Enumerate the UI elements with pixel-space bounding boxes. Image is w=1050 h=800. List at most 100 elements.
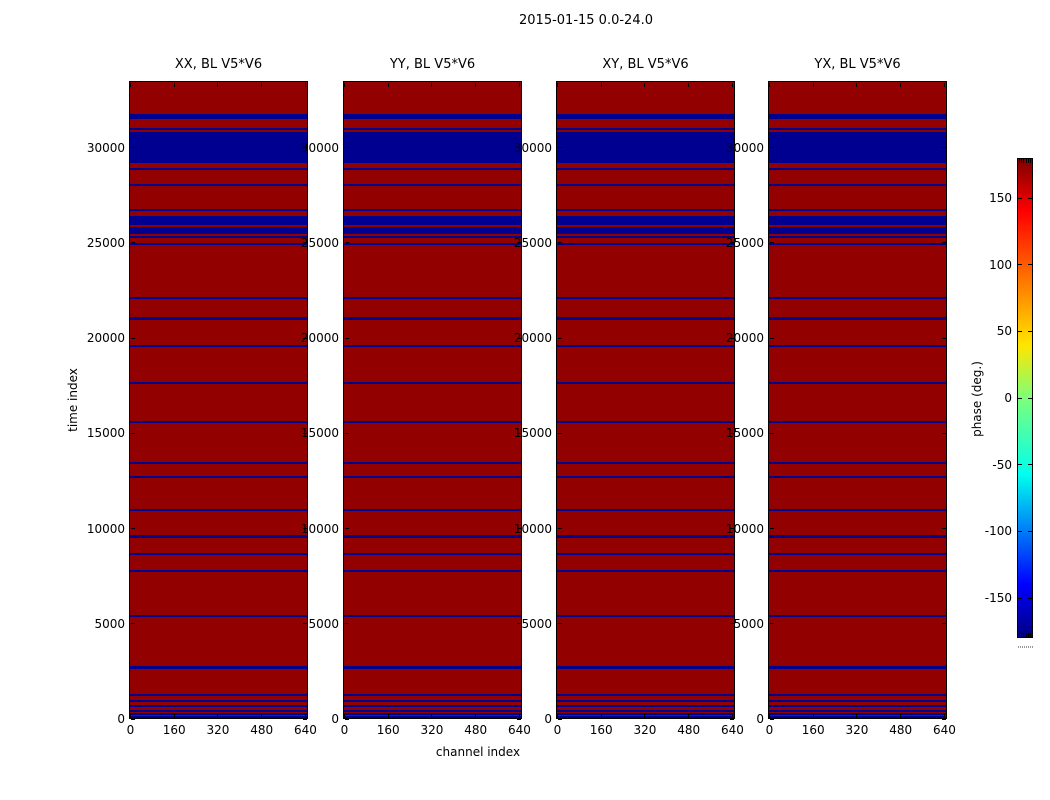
- heatmap-stripe: [130, 709, 307, 712]
- y-tick-mark: [769, 528, 774, 530]
- colorbar-edge-hatch: [1025, 159, 1027, 163]
- heatmap-stripe: [769, 704, 946, 707]
- y-tick-mark: [941, 337, 946, 339]
- heatmap-panel-xx: [129, 81, 308, 719]
- y-tick-mark: [516, 242, 521, 244]
- colorbar-dotted-edge: [1022, 646, 1023, 648]
- x-tick-label: 640: [720, 723, 744, 737]
- heatmap-stripe: [344, 235, 521, 238]
- x-tick-label: 480: [464, 723, 488, 737]
- heatmap-stripe: [769, 552, 946, 555]
- heatmap-stripe: [344, 615, 521, 618]
- heatmap-stripe: [557, 570, 734, 573]
- heatmap-stripe: [130, 476, 307, 479]
- y-tick-mark: [729, 432, 734, 434]
- y-tick-mark: [557, 337, 562, 339]
- colorbar-dotted-edge: [1026, 646, 1027, 648]
- y-tick-label: 15000: [86, 426, 125, 441]
- heatmap-stripe: [344, 420, 521, 424]
- y-tick-mark: [557, 528, 562, 530]
- x-tick-mark: [304, 713, 306, 718]
- y-tick-mark: [516, 623, 521, 625]
- heatmap-stripe: [557, 552, 734, 555]
- y-tick-label: 25000: [300, 235, 339, 250]
- x-tick-mark: [557, 82, 558, 87]
- x-tick-mark: [600, 82, 602, 87]
- y-tick-label: 30000: [300, 140, 339, 155]
- x-tick-label: 480: [889, 723, 913, 737]
- colorbar-tick-mark: [1028, 264, 1032, 266]
- y-tick-mark: [729, 337, 734, 339]
- heatmap-stripe: [130, 461, 307, 464]
- y-tick-label: 5000: [308, 616, 339, 631]
- colorbar-edge-hatch: [1030, 633, 1031, 637]
- colorbar-edge-hatch: [1021, 159, 1023, 163]
- heatmap-stripe: [769, 508, 946, 512]
- heatmap-stripe: [344, 699, 521, 702]
- x-tick-mark: [688, 82, 690, 87]
- heatmap-stripe: [130, 216, 307, 225]
- y-tick-mark: [769, 147, 774, 149]
- x-tick-mark: [900, 82, 902, 87]
- y-tick-mark: [516, 718, 521, 720]
- heatmap-stripe: [344, 382, 521, 385]
- y-tick-mark: [302, 528, 307, 530]
- colorbar-edge-hatch: [1019, 633, 1020, 637]
- colorbar-axis-label: phase (deg.): [970, 361, 984, 437]
- y-tick-mark: [302, 242, 307, 244]
- colorbar-dotted-edge: [1028, 646, 1029, 648]
- heatmap-stripe: [769, 715, 946, 718]
- y-tick-label: 25000: [86, 235, 125, 250]
- y-tick-label: 5000: [94, 616, 125, 631]
- x-tick-mark: [304, 82, 306, 87]
- x-tick-mark: [431, 713, 433, 718]
- heatmap-stripe: [130, 382, 307, 385]
- x-tick-mark: [600, 713, 602, 718]
- y-tick-mark: [302, 432, 307, 434]
- y-tick-mark: [344, 147, 349, 149]
- colorbar-tick-mark: [1028, 530, 1032, 532]
- heatmap-stripe: [130, 615, 307, 618]
- heatmap-stripe: [557, 715, 734, 718]
- x-tick-mark: [769, 82, 770, 87]
- x-tick-label: 640: [507, 723, 531, 737]
- colorbar-edge-hatch: [1027, 633, 1029, 637]
- colorbar-gradient: [1017, 158, 1033, 638]
- heatmap-stripe: [557, 693, 734, 697]
- heatmap-stripe: [130, 535, 307, 538]
- y-tick-mark: [516, 147, 521, 149]
- x-tick-mark: [431, 82, 433, 87]
- x-tick-label: 640: [932, 723, 956, 737]
- heatmap-stripe: [557, 535, 734, 538]
- y-tick-mark: [557, 242, 562, 244]
- heatmap-panel-yy: [343, 81, 522, 719]
- heatmap-stripe: [557, 382, 734, 385]
- x-tick-mark: [812, 82, 814, 87]
- heatmap-stripe: [769, 693, 946, 697]
- heatmap-stripe: [769, 476, 946, 479]
- heatmap-stripe: [557, 461, 734, 464]
- heatmap-stripe: [557, 227, 734, 234]
- y-tick-mark: [302, 147, 307, 149]
- colorbar-tick-label: -150: [984, 591, 1012, 605]
- colorbar-tick-mark: [1018, 330, 1022, 332]
- colorbar-tick-mark: [1028, 330, 1032, 332]
- colorbar-edge-hatch: [1023, 159, 1025, 163]
- y-tick-mark: [130, 528, 135, 530]
- heatmap-stripe: [130, 699, 307, 702]
- y-tick-mark: [769, 337, 774, 339]
- colorbar-tick-label: 0: [1004, 391, 1012, 405]
- colorbar-tick-label: 150: [989, 191, 1012, 205]
- y-tick-mark: [769, 242, 774, 244]
- colorbar-dotted-edge: [1030, 646, 1031, 648]
- heatmap-stripe: [344, 693, 521, 697]
- y-tick-mark: [516, 337, 521, 339]
- heatmap-stripe: [769, 209, 946, 212]
- y-tick-mark: [941, 528, 946, 530]
- heatmap-stripe: [344, 709, 521, 712]
- heatmap-stripe: [769, 113, 946, 120]
- panel-title-yx: YX, BL V5*V6: [814, 57, 901, 72]
- x-tick-mark: [130, 82, 131, 87]
- x-tick-mark: [173, 713, 175, 718]
- heatmap-stripe: [130, 345, 307, 348]
